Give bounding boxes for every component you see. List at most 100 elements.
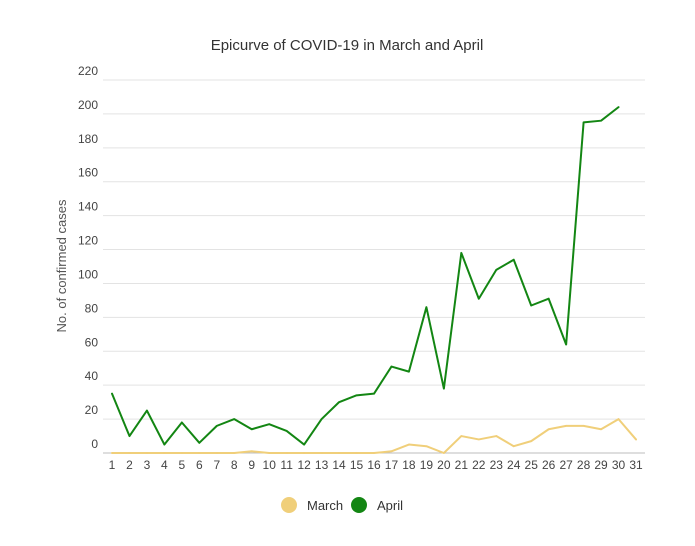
data-point-march bbox=[216, 452, 218, 454]
y-tick-label: 0 bbox=[91, 437, 98, 451]
x-tick-label: 26 bbox=[542, 458, 556, 472]
y-tick-label: 80 bbox=[85, 301, 99, 315]
legend-label: March bbox=[307, 498, 343, 513]
data-point-march bbox=[355, 452, 357, 454]
data-point-march bbox=[495, 435, 497, 437]
data-point-march bbox=[373, 452, 375, 454]
x-tick-label: 28 bbox=[577, 458, 591, 472]
x-tick-label: 2 bbox=[126, 458, 133, 472]
data-point-march bbox=[513, 445, 515, 447]
x-axis-ticks: 1 2 3 4 5 6 7 8 9 10 11 12 13 14 15 16 17 18 19 20 21 22 23 24 2… bbox=[109, 458, 643, 472]
x-tick-label: 19 bbox=[420, 458, 434, 472]
data-point-april bbox=[530, 304, 532, 306]
x-tick-label: 6 bbox=[196, 458, 203, 472]
x-tick-label: 31 bbox=[629, 458, 643, 472]
y-tick-label: 180 bbox=[78, 132, 98, 146]
y-tick-label: 100 bbox=[78, 267, 98, 281]
legend: March April bbox=[281, 497, 403, 513]
y-tick-label: 200 bbox=[78, 98, 98, 112]
x-tick-label: 11 bbox=[280, 458, 293, 472]
data-point-march bbox=[443, 452, 445, 454]
x-tick-label: 24 bbox=[507, 458, 521, 472]
legend-item-march[interactable]: March bbox=[281, 497, 343, 513]
data-point-march bbox=[163, 452, 165, 454]
y-tick-label: 220 bbox=[78, 64, 98, 78]
x-tick-label: 29 bbox=[594, 458, 608, 472]
x-tick-label: 30 bbox=[612, 458, 626, 472]
data-point-march bbox=[530, 440, 532, 442]
data-point-april bbox=[146, 409, 148, 411]
x-tick-label: 9 bbox=[248, 458, 255, 472]
data-point-march bbox=[285, 452, 287, 454]
data-point-april bbox=[390, 365, 392, 367]
data-point-march bbox=[617, 418, 619, 420]
x-tick-label: 25 bbox=[525, 458, 539, 472]
y-tick-label: 140 bbox=[78, 200, 98, 214]
data-point-march bbox=[425, 445, 427, 447]
x-tick-label: 14 bbox=[332, 458, 346, 472]
y-tick-label: 120 bbox=[78, 234, 98, 248]
data-point-march bbox=[181, 452, 183, 454]
y-tick-label: 60 bbox=[85, 335, 99, 349]
data-point-april bbox=[163, 443, 165, 445]
data-point-april bbox=[513, 259, 515, 261]
gridlines bbox=[103, 79, 645, 454]
data-point-april bbox=[128, 435, 130, 437]
data-point-march bbox=[582, 425, 584, 427]
data-point-april bbox=[251, 428, 253, 430]
data-point-april bbox=[495, 269, 497, 271]
legend-item-april[interactable]: April bbox=[351, 497, 403, 513]
x-tick-label: 27 bbox=[559, 458, 573, 472]
x-tick-label: 17 bbox=[385, 458, 399, 472]
data-point-april bbox=[268, 423, 270, 425]
data-point-april bbox=[547, 298, 549, 300]
legend-swatch bbox=[351, 497, 367, 513]
data-point-march bbox=[303, 452, 305, 454]
x-tick-label: 12 bbox=[297, 458, 311, 472]
data-point-april bbox=[478, 298, 480, 300]
y-axis-ticks: 0 20 40 60 80 100 120 140 160 180 200 220 bbox=[78, 64, 98, 451]
x-tick-label: 4 bbox=[161, 458, 168, 472]
data-point-april bbox=[617, 106, 619, 108]
data-point-april bbox=[111, 392, 113, 394]
data-point-march bbox=[128, 452, 130, 454]
series-lines bbox=[111, 106, 637, 454]
data-point-april bbox=[216, 425, 218, 427]
data-point-april bbox=[582, 121, 584, 123]
data-point-march bbox=[390, 450, 392, 452]
data-point-march bbox=[320, 452, 322, 454]
data-point-march bbox=[460, 435, 462, 437]
data-point-april bbox=[443, 387, 445, 389]
data-point-march bbox=[565, 425, 567, 427]
legend-swatch bbox=[281, 497, 297, 513]
data-point-april bbox=[565, 343, 567, 345]
data-point-april bbox=[303, 443, 305, 445]
data-point-march bbox=[547, 428, 549, 430]
y-tick-label: 40 bbox=[85, 369, 99, 383]
data-point-march bbox=[600, 428, 602, 430]
data-point-april bbox=[408, 370, 410, 372]
x-tick-label: 3 bbox=[144, 458, 151, 472]
data-point-april bbox=[338, 401, 340, 403]
data-point-march bbox=[338, 452, 340, 454]
x-tick-label: 1 bbox=[109, 458, 116, 472]
data-point-march bbox=[233, 452, 235, 454]
series-line-april bbox=[111, 106, 620, 446]
y-tick-label: 160 bbox=[78, 166, 98, 180]
x-tick-label: 21 bbox=[455, 458, 469, 472]
x-tick-label: 18 bbox=[402, 458, 416, 472]
data-point-april bbox=[233, 418, 235, 420]
x-tick-label: 13 bbox=[315, 458, 329, 472]
data-point-april bbox=[181, 421, 183, 423]
data-point-april bbox=[320, 418, 322, 420]
x-tick-label: 22 bbox=[472, 458, 486, 472]
data-point-march bbox=[635, 438, 637, 440]
data-point-april bbox=[425, 306, 427, 308]
y-tick-label: 20 bbox=[85, 403, 99, 417]
chart-title: Epicurve of COVID-19 in March and April bbox=[211, 37, 484, 54]
data-point-april bbox=[373, 392, 375, 394]
x-tick-label: 10 bbox=[263, 458, 277, 472]
x-tick-label: 20 bbox=[437, 458, 451, 472]
